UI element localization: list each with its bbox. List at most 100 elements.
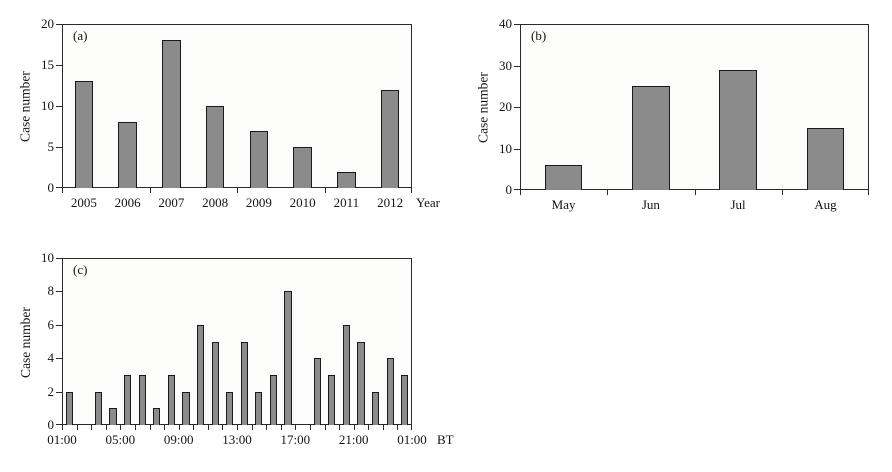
- y-tick-label: 5: [47, 139, 55, 154]
- x-axis-tick: [411, 188, 412, 193]
- bar-2006: [118, 122, 137, 188]
- bar-c-slot-12: [226, 391, 234, 425]
- bar-2012: [380, 89, 400, 188]
- x-axis-tick: [178, 425, 180, 430]
- bar-c-slot-9: [182, 391, 190, 425]
- y-axis-tick: [56, 24, 62, 25]
- x-axis-tick: [237, 425, 238, 430]
- y-axis-tick: [56, 106, 62, 107]
- bar-c-slot-22: [371, 391, 380, 425]
- y-axis-tick: [56, 291, 62, 293]
- bar-Aug: [806, 127, 845, 190]
- x-axis-tick: [251, 425, 253, 430]
- x-axis-tick: [62, 188, 63, 193]
- panel-yearly-cases: 0 5 10 15 20 2005 2006 2007 2008 2009 2010 2011 2012…: [18, 16, 440, 210]
- y-tick-label: 10: [499, 140, 512, 156]
- x-tick-label: 2008: [202, 195, 229, 210]
- y-axis-title: Case number: [17, 71, 33, 142]
- x-tick-label: 01:00: [47, 432, 77, 447]
- bar-May: [544, 165, 583, 190]
- bar-c-slot-8: [167, 374, 175, 425]
- x-axis-tick: [520, 190, 521, 195]
- x-axis-tick: [309, 425, 311, 430]
- y-axis-tick: [514, 65, 520, 67]
- y-axis-title: Case number: [475, 72, 491, 143]
- bar-c-slot-16: [284, 291, 292, 425]
- bar-c-slot-24: [401, 374, 409, 425]
- x-tick-label: 01:00: [397, 432, 427, 447]
- x-axis-tick: [120, 425, 122, 430]
- bar-c-slot-10: [196, 324, 205, 425]
- y-axis-tick: [56, 258, 62, 259]
- x-axis-tick: [607, 190, 609, 195]
- bar-2009: [249, 130, 269, 188]
- x-axis-tick: [397, 425, 399, 430]
- bar-c-slot-11: [211, 341, 219, 425]
- x-axis-tick: [280, 425, 282, 430]
- x-axis-tick: [781, 190, 783, 195]
- y-axis-tick: [514, 107, 520, 108]
- bar-c-slot-6: [138, 374, 146, 425]
- x-axis-tick: [134, 425, 136, 430]
- y-axis-tick: [56, 424, 62, 425]
- x-tick-label: 17:00: [280, 432, 311, 447]
- x-axis-suffix-label: Year: [416, 195, 440, 210]
- bar-2008: [205, 106, 225, 188]
- y-tick-label: 0: [47, 417, 55, 432]
- x-tick-label: Jun: [641, 197, 660, 212]
- x-axis-tick: [149, 188, 151, 193]
- bar-c-slot-20: [342, 324, 350, 425]
- y-tick-label: 0: [505, 182, 513, 197]
- y-axis-tick: [56, 391, 62, 393]
- bar-c-slot-4: [109, 408, 117, 425]
- y-tick-label: 10: [41, 98, 54, 113]
- x-axis-tick: [324, 188, 326, 193]
- bar-c-slot-7: [153, 408, 161, 425]
- y-tick-label: 20: [499, 99, 512, 114]
- y-axis-tick: [514, 24, 520, 25]
- y-tick-label: 0: [47, 180, 55, 195]
- bar-c-slot-1: [65, 391, 73, 425]
- x-tick-label: 09:00: [163, 432, 194, 447]
- y-tick-label: 8: [47, 283, 55, 299]
- y-axis-tick: [56, 147, 62, 148]
- x-axis-tick: [339, 425, 341, 430]
- plot-area-c: [62, 258, 412, 425]
- y-axis-tick: [56, 358, 62, 360]
- bar-2010: [293, 147, 312, 188]
- x-axis-tick: [295, 425, 297, 430]
- panel-letter-label: (c): [73, 262, 88, 277]
- x-axis-tick: [76, 425, 78, 430]
- y-tick-label: 10: [41, 250, 54, 265]
- bar-c-slot-23: [386, 358, 394, 425]
- bar-c-slot-19: [328, 374, 336, 425]
- x-tick-label: 2010: [289, 195, 316, 210]
- y-axis-tick: [514, 148, 520, 150]
- bar-c-slot-3: [94, 391, 103, 425]
- panel-letter-label: (b): [531, 28, 547, 43]
- x-tick-label: Aug: [814, 197, 837, 212]
- bar-Jul: [719, 69, 757, 190]
- x-axis-tick: [237, 188, 238, 193]
- x-axis-tick: [411, 425, 412, 430]
- panel-hourly-cases: 0 2 4 6 8 10 01:00 05:00 09:00 13:00 17:00 21:00 01:…: [18, 250, 454, 447]
- x-tick-label: 2009: [245, 195, 272, 210]
- x-axis-tick: [62, 425, 63, 430]
- y-axis-title: Case number: [17, 306, 33, 378]
- y-tick-label: 15: [41, 57, 54, 72]
- x-axis-tick: [353, 425, 355, 430]
- bar-c-slot-13: [240, 341, 248, 425]
- x-tick-label: May: [551, 197, 576, 212]
- x-axis-tick: [91, 425, 93, 430]
- y-tick-label: 2: [47, 383, 55, 399]
- y-tick-label: 30: [499, 57, 512, 73]
- y-tick-label: 20: [41, 16, 54, 31]
- x-axis-tick: [105, 425, 107, 430]
- x-axis-tick: [694, 190, 696, 195]
- y-axis-tick: [56, 187, 62, 188]
- y-tick-label: 6: [47, 316, 55, 332]
- x-tick-label: 21:00: [338, 432, 369, 447]
- y-axis-tick: [56, 65, 62, 66]
- y-axis-tick: [514, 189, 520, 190]
